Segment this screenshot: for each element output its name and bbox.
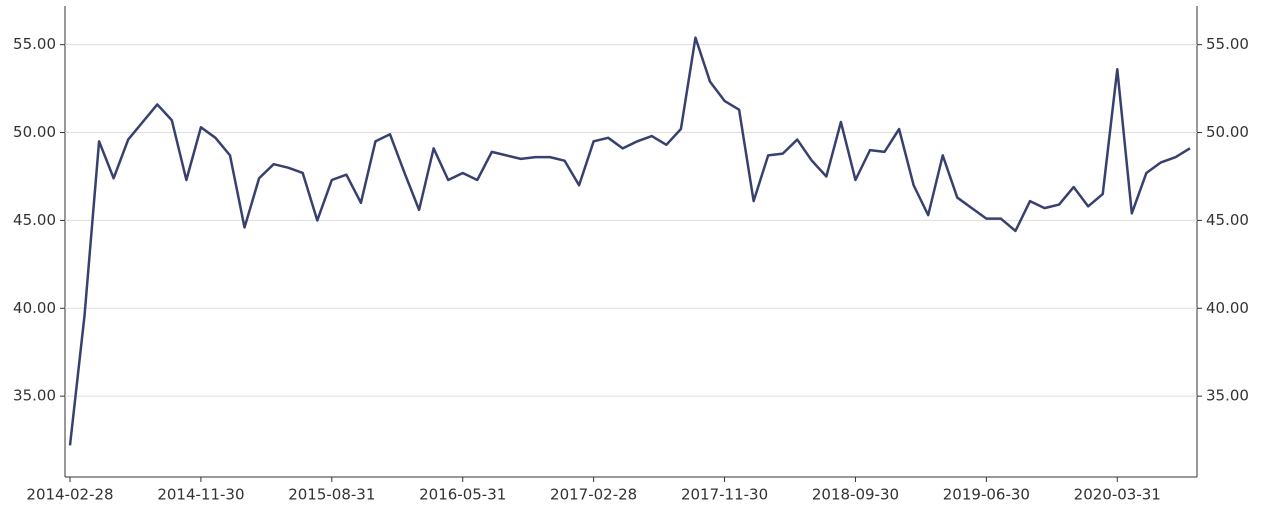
x-tick-label: 2019-06-30 [943,486,1030,504]
x-tick-label: 2018-09-30 [812,486,899,504]
y-tick-label: 50.00 [13,123,56,141]
x-tick-label: 2017-11-30 [681,486,768,504]
x-tick-label: 2016-05-31 [419,486,506,504]
y-tick-label: 45.00 [13,211,56,229]
y-tick-label: 55.00 [13,35,56,53]
line [68,36,1191,446]
x-tick-label: 2014-11-30 [157,486,244,504]
y2-tick-label: 40.00 [1206,299,1249,317]
y-tick-label: 35.00 [13,387,56,405]
y-tick-label: 40.00 [13,299,56,317]
x-tick-label: 2017-02-28 [550,486,637,504]
y2-tick-label: 55.00 [1206,35,1249,53]
y2-tick-label: 50.00 [1206,123,1249,141]
y2-tick-label: 35.00 [1206,387,1249,405]
x-tick-label: 2015-08-31 [288,486,375,504]
x-tick-label: 2020-03-31 [1074,486,1161,504]
x-tick-label: 2014-02-28 [26,486,113,504]
y2-tick-label: 45.00 [1206,211,1249,229]
